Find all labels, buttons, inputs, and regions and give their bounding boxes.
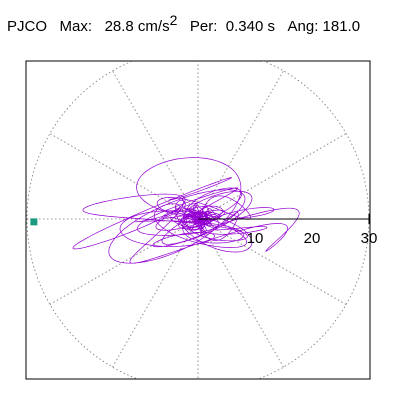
angle-value: 181.0 (322, 18, 361, 35)
radial-tick-label-10: 10 (247, 230, 264, 247)
period-value: 0.340 s (225, 18, 275, 35)
grid-spoke-150 (49, 133, 347, 305)
period-label: Per: (189, 18, 218, 35)
chart-header: PJCO Max: 28.8 cm/s2 Per: 0.340 s Ang: 1… (7, 12, 361, 35)
radial-tick-label-30: 30 (361, 230, 378, 247)
particle-motion-trace (72, 157, 300, 264)
grid-spoke-60 (112, 70, 284, 368)
radial-tick-labels: 10 20 30 (247, 230, 378, 247)
radial-tick-label-20: 20 (304, 230, 321, 247)
max-units-exponent: 2 (169, 12, 178, 28)
angle-label: Ang: (287, 18, 319, 35)
max-value: 28.8 cm/s (104, 18, 170, 35)
max-label: Max: (59, 18, 93, 35)
max-marker-square (30, 218, 38, 226)
station-code: PJCO (7, 18, 48, 35)
radial-axis (198, 214, 370, 224)
grid-spoke-120 (112, 70, 284, 368)
grid-spoke-30 (49, 133, 347, 305)
trace-path (72, 157, 300, 264)
max-amplitude-marker (30, 218, 38, 226)
